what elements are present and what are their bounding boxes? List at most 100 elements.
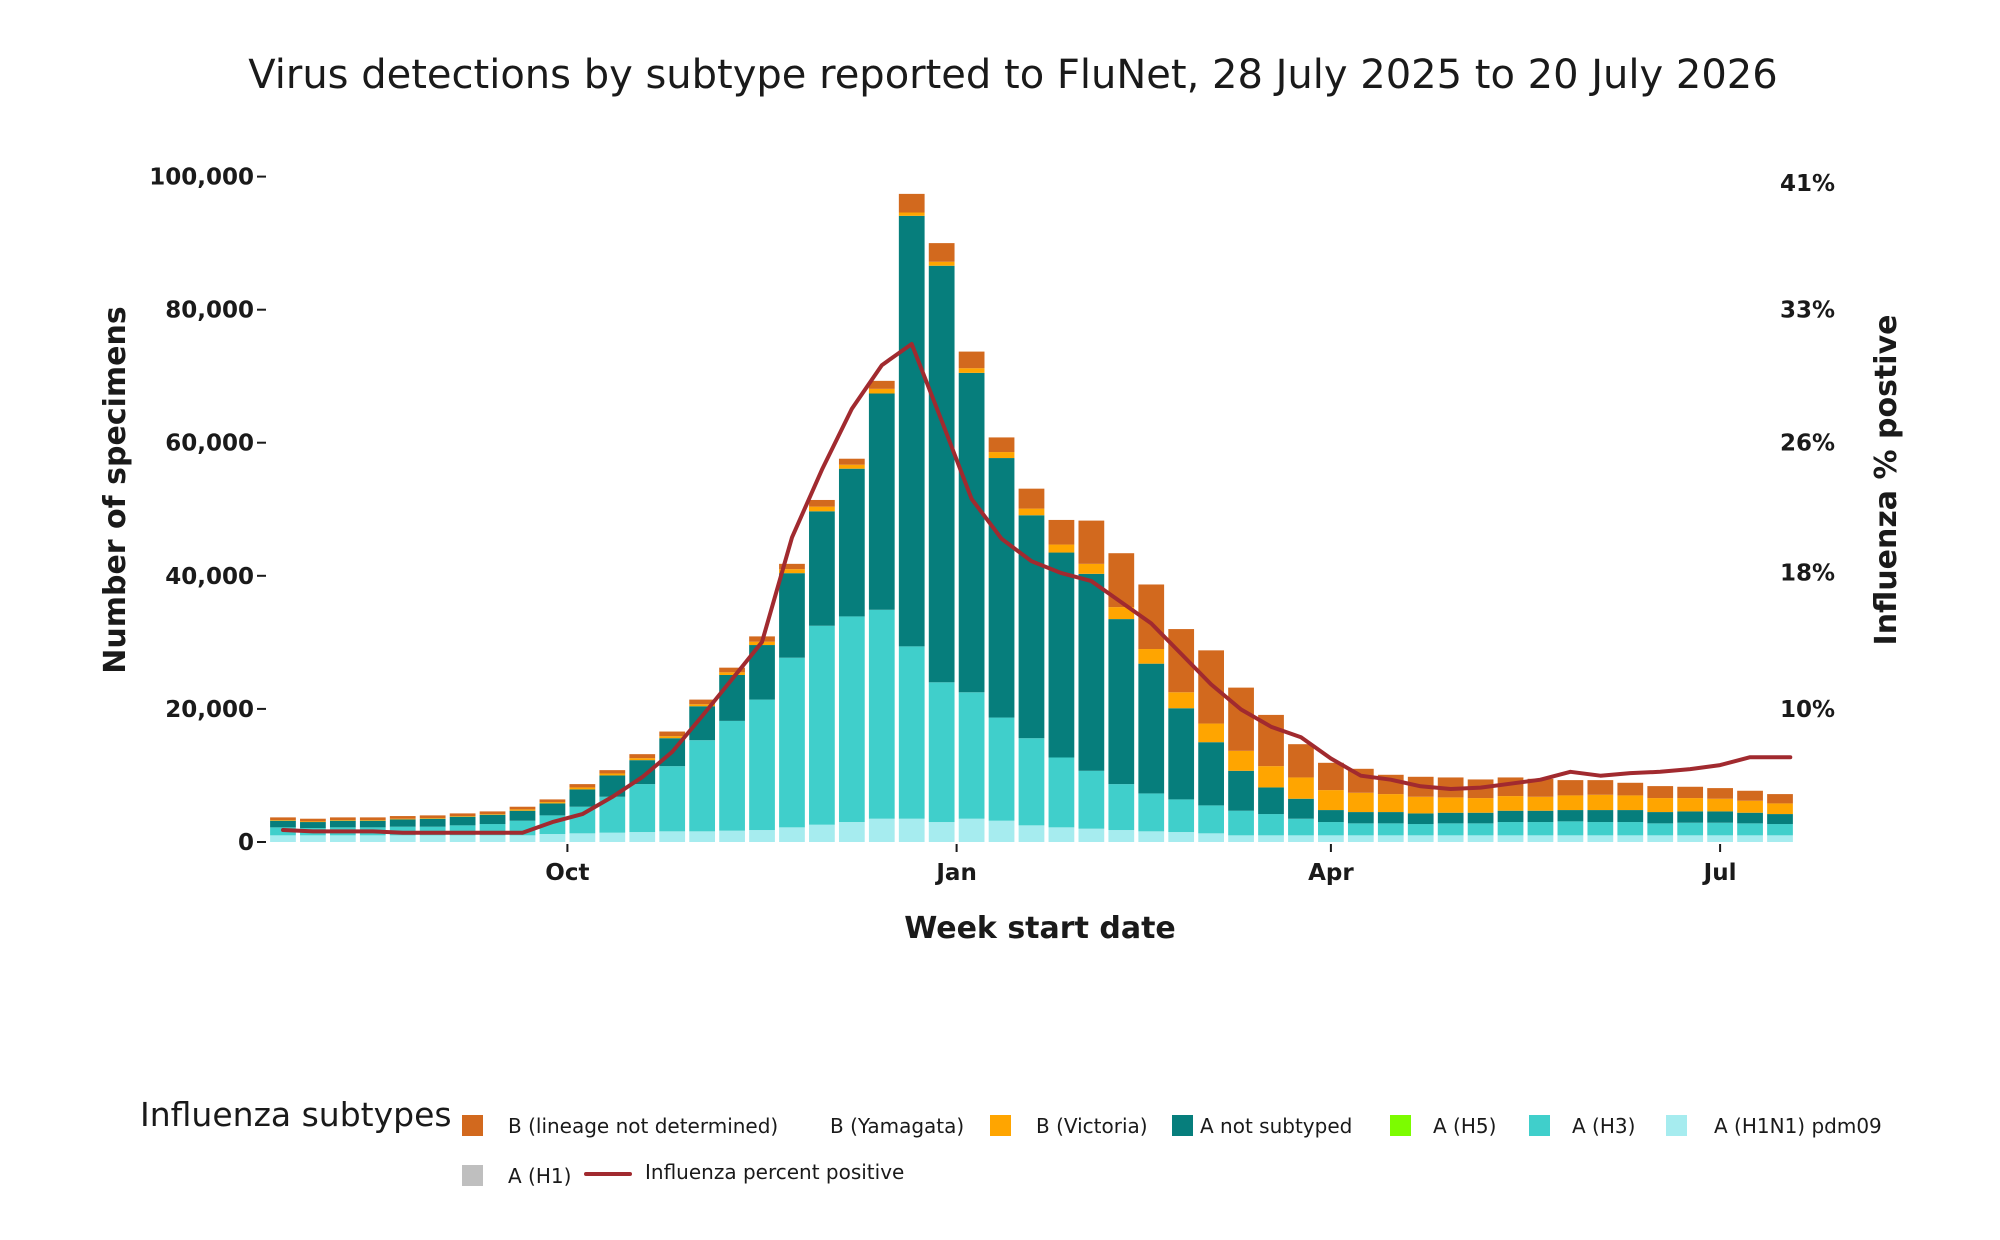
bar-b_vic-4 (389, 818, 416, 820)
bar-b_vic-9 (539, 802, 566, 804)
bar-a_ns-20 (868, 393, 895, 610)
bar-a_h3-26 (1048, 757, 1075, 828)
bar-a_ns-26 (1048, 552, 1075, 758)
bar-b_vic-38 (1407, 796, 1434, 814)
bar-a_ns-45 (1617, 810, 1644, 823)
bar-a_ns-1 (300, 822, 326, 829)
bar-a_h3-32 (1228, 810, 1254, 836)
bar-a_h3-15 (719, 720, 745, 831)
bar-a_h3-36 (1347, 823, 1374, 836)
y-tick-label-1: 20,000 (165, 697, 254, 723)
y2-tick-label-2: 26% (1780, 431, 1835, 457)
bar-b_vic-29 (1138, 649, 1165, 664)
bar-a_h3-49 (1737, 823, 1763, 836)
y-tick-label-5: 100,000 (149, 165, 254, 191)
bar-a_h3-45 (1617, 822, 1644, 836)
bar-a_ns-28 (1108, 619, 1135, 785)
bar-b_vic-45 (1617, 795, 1644, 811)
bar-b_lnd-28 (1108, 553, 1135, 608)
bar-a_h1n1-33 (1258, 835, 1284, 842)
bar-a_h1n1-30 (1168, 832, 1195, 842)
bar-a_h1n1-38 (1407, 835, 1434, 842)
bar-b_vic-39 (1437, 797, 1464, 813)
bar-b_vic-26 (1048, 544, 1075, 553)
bar-a_h1n1-5 (419, 835, 446, 842)
bar-a_ns-32 (1228, 770, 1254, 811)
bar-b_vic-19 (838, 464, 865, 469)
bar-b_lnd-46 (1647, 786, 1674, 799)
bar-a_ns-22 (928, 265, 955, 683)
y2-tick-label-4: 41% (1780, 171, 1835, 197)
bar-a_h1n1-16 (749, 830, 775, 842)
y-axis-right: 10% 18% 26% 33% 41% (1780, 171, 1835, 723)
bar-a_h1n1-31 (1198, 833, 1224, 842)
bar-b_vic-35 (1318, 790, 1344, 811)
bar-a_ns-3 (359, 820, 386, 828)
bar-b_vic-6 (449, 816, 476, 817)
bar-a_h1n1-12 (629, 832, 656, 842)
bar-b_lnd-14 (689, 699, 716, 705)
bar-a_ns-39 (1437, 812, 1464, 824)
bar-b_vic-21 (898, 212, 925, 216)
bar-b_lnd-43 (1557, 780, 1584, 796)
bar-a_h3-37 (1377, 823, 1404, 836)
bar-a_h1n1-22 (928, 822, 955, 842)
bar-b_vic-20 (868, 388, 895, 394)
bar-a_h3-31 (1198, 805, 1224, 834)
bar-a_ns-10 (569, 789, 596, 807)
bar-a_h1n1-7 (479, 835, 506, 842)
bar-a_h1n1-40 (1467, 835, 1494, 842)
bar-a_ns-11 (599, 775, 626, 797)
bar-b_lnd-3 (359, 817, 386, 821)
bar-b_vic-37 (1377, 794, 1404, 813)
bar-a_h3-42 (1527, 822, 1554, 836)
bar-b_lnd-17 (779, 563, 805, 570)
bar-b_vic-3 (359, 820, 386, 821)
bar-a_h1n1-29 (1138, 831, 1165, 842)
bar-a_ns-9 (539, 803, 566, 816)
bar-a_h1n1-10 (569, 833, 596, 842)
bar-a_ns-6 (449, 816, 476, 826)
bar-a_h1n1-41 (1497, 835, 1524, 842)
bar-a_h3-43 (1557, 821, 1584, 836)
bar-a_h3-14 (689, 740, 716, 832)
x-tick-label-1: Jan (934, 860, 976, 886)
bar-a_ns-43 (1557, 810, 1584, 822)
bar-a_ns-47 (1677, 811, 1704, 823)
bar-b_vic-23 (958, 368, 985, 373)
bar-b_vic-5 (419, 818, 446, 819)
x-tick-label-0: Oct (545, 860, 589, 886)
x-axis: Oct Jan Apr Jul (545, 844, 1737, 886)
bar-b_lnd-45 (1617, 782, 1644, 796)
bar-a_h1n1-17 (779, 827, 805, 842)
bar-b_lnd-9 (539, 799, 566, 803)
bar-a_ns-49 (1737, 812, 1763, 824)
bar-b_vic-32 (1228, 750, 1254, 771)
y2-axis-title: Influenza % postive (1869, 315, 1904, 646)
bar-b_lnd-24 (988, 437, 1015, 453)
bar-a_h1n1-45 (1617, 835, 1644, 842)
y2-tick-label-0: 10% (1780, 697, 1835, 723)
bar-b_vic-24 (988, 452, 1015, 459)
y-tick-label-2: 40,000 (165, 564, 254, 590)
bar-b_vic-41 (1497, 796, 1524, 811)
bar-a_ns-19 (838, 468, 865, 617)
bar-a_h3-50 (1767, 824, 1793, 836)
bar-a_ns-21 (898, 215, 925, 647)
bar-a_ns-2 (329, 820, 356, 828)
bar-a_ns-4 (389, 819, 416, 827)
bar-b_vic-7 (479, 814, 506, 815)
bar-b_vic-28 (1108, 607, 1135, 620)
bar-b_vic-22 (928, 261, 955, 266)
bar-a_h1n1-9 (539, 834, 566, 842)
bar-a_h3-25 (1018, 738, 1045, 826)
bar-b_lnd-8 (509, 806, 536, 810)
bar-b_lnd-26 (1048, 519, 1075, 545)
bar-a_h3-12 (629, 784, 656, 833)
percent-line-group (281, 342, 1793, 835)
y2-tick-label-1: 18% (1780, 561, 1835, 587)
bar-a_h1n1-25 (1018, 825, 1045, 842)
bar-a_h1n1-2 (329, 835, 356, 842)
bar-a_ns-31 (1198, 742, 1224, 806)
bar-a_ns-12 (629, 760, 656, 785)
